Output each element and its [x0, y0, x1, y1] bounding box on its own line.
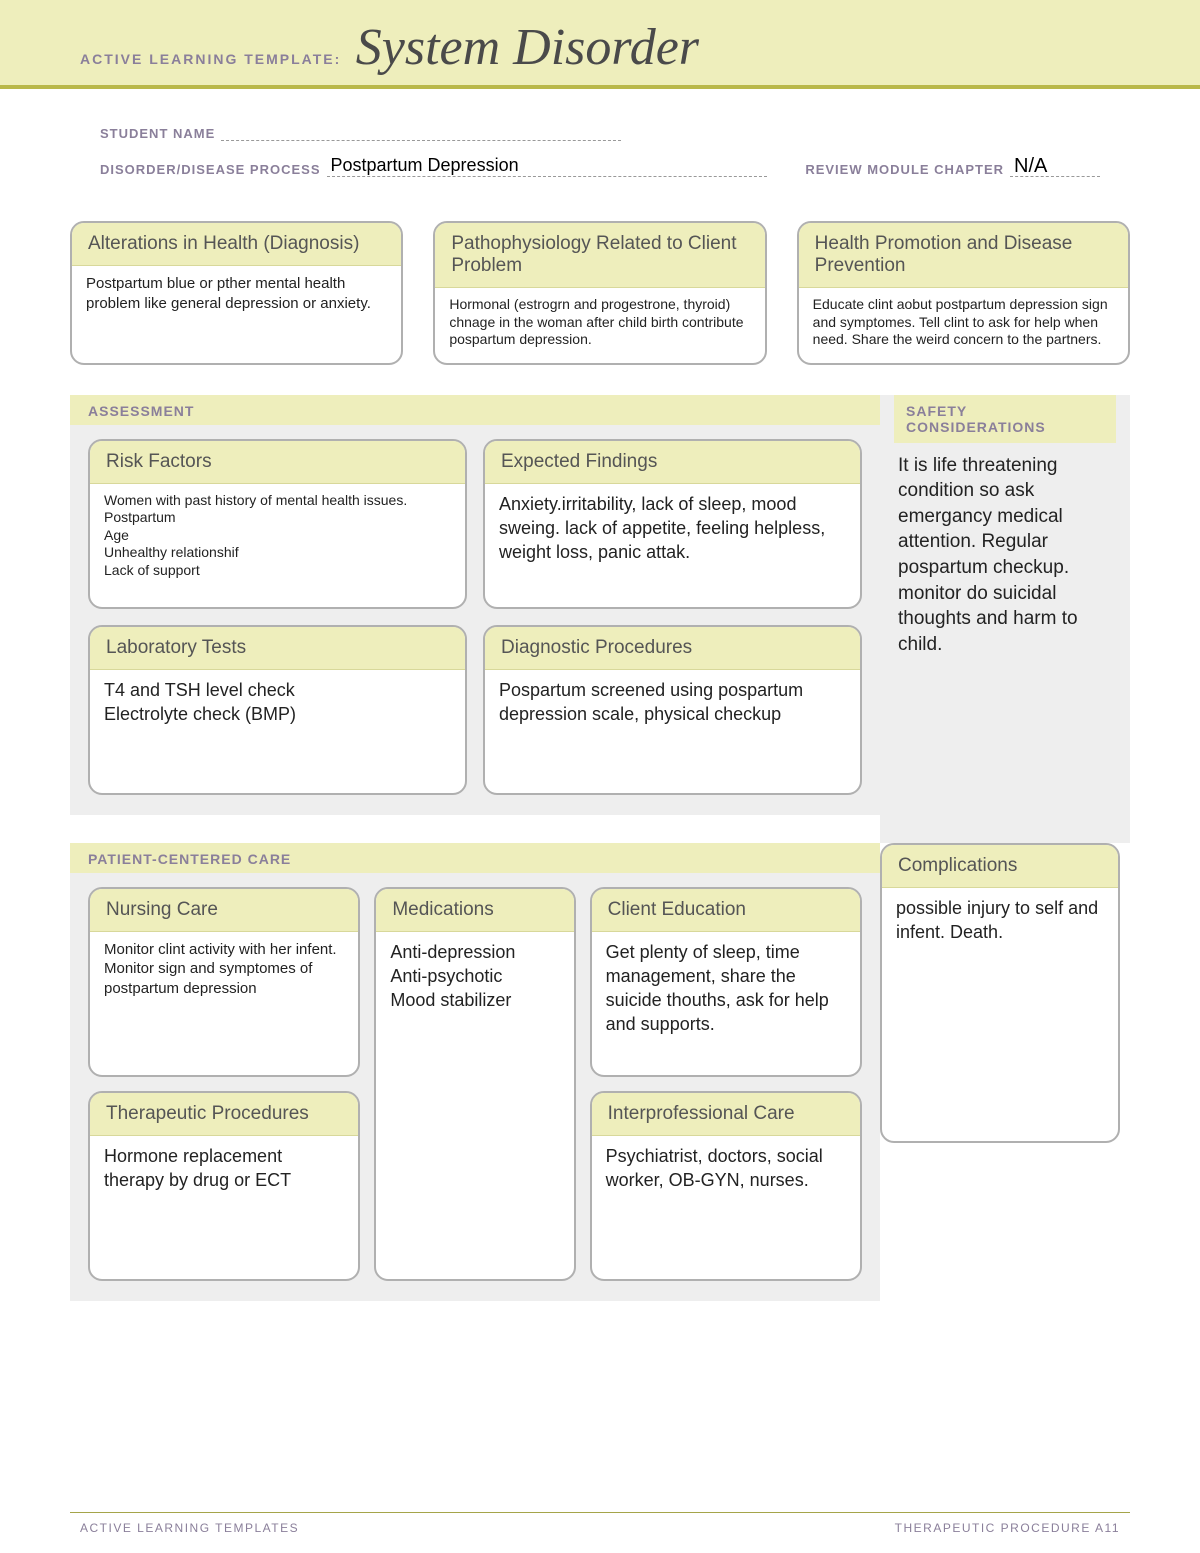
findings-card: Expected Findings Anxiety.irritability, …	[483, 439, 862, 609]
top-row: Alterations in Health (Diagnosis) Postpa…	[70, 221, 1130, 365]
complications-body: possible injury to self and infent. Deat…	[882, 888, 1118, 959]
disorder-value[interactable]: Postpartum Depression	[327, 155, 767, 177]
interprof-body: Psychiatrist, doctors, social worker, OB…	[592, 1136, 860, 1207]
meds-title: Medications	[376, 889, 573, 932]
pcc-section: PATIENT-CENTERED CARE Nursing Care Monit…	[70, 843, 880, 1301]
assessment-section: ASSESSMENT Risk Factors Women with past …	[70, 395, 880, 815]
meds-body: Anti-depression Anti-psychotic Mood stab…	[376, 932, 573, 1027]
labs-title: Laboratory Tests	[90, 627, 465, 670]
education-card: Client Education Get plenty of sleep, ti…	[590, 887, 862, 1077]
risk-title: Risk Factors	[90, 441, 465, 484]
labs-body: T4 and TSH level check Electrolyte check…	[90, 670, 465, 741]
alterations-title: Alterations in Health (Diagnosis)	[72, 223, 401, 266]
pcc-row: PATIENT-CENTERED CARE Nursing Care Monit…	[70, 843, 1130, 1329]
banner: ACTIVE LEARNING TEMPLATE: System Disorde…	[0, 0, 1200, 89]
safety-body: It is life threatening condition so ask …	[894, 443, 1116, 668]
banner-label: ACTIVE LEARNING TEMPLATE:	[80, 51, 341, 67]
complications-title: Complications	[882, 845, 1118, 888]
footer-left: ACTIVE LEARNING TEMPLATES	[80, 1521, 299, 1535]
assessment-label: ASSESSMENT	[88, 403, 862, 419]
patho-body: Hormonal (estrogrn and progestrone, thyr…	[435, 288, 764, 363]
interprof-card: Interprofessional Care Psychiatrist, doc…	[590, 1091, 862, 1281]
risk-body: Women with past history of mental health…	[90, 484, 465, 594]
pcc-label: PATIENT-CENTERED CARE	[88, 851, 862, 867]
diag-body: Pospartum screened using pospartum depre…	[485, 670, 860, 741]
promotion-body: Educate clint aobut postpartum depressio…	[799, 288, 1128, 363]
patho-title: Pathophysiology Related to Client Proble…	[435, 223, 764, 288]
main: Alterations in Health (Diagnosis) Postpa…	[0, 211, 1200, 1329]
nursing-card: Nursing Care Monitor clint activity with…	[88, 887, 360, 1077]
interprof-title: Interprofessional Care	[592, 1093, 860, 1136]
alterations-card: Alterations in Health (Diagnosis) Postpa…	[70, 221, 403, 365]
risk-card: Risk Factors Women with past history of …	[88, 439, 467, 609]
promotion-card: Health Promotion and Disease Prevention …	[797, 221, 1130, 365]
chapter-value[interactable]: N/A	[1010, 155, 1100, 177]
therapeutic-body: Hormone replacement therapy by drug or E…	[90, 1136, 358, 1207]
chapter-label: REVIEW MODULE CHAPTER	[805, 162, 1004, 177]
education-title: Client Education	[592, 889, 860, 932]
footer-rule	[70, 1512, 1130, 1513]
patho-card: Pathophysiology Related to Client Proble…	[433, 221, 766, 365]
findings-body: Anxiety.irritability, lack of sleep, moo…	[485, 484, 860, 579]
diag-card: Diagnostic Procedures Pospartum screened…	[483, 625, 862, 795]
promotion-title: Health Promotion and Disease Prevention	[799, 223, 1128, 288]
header-fields: STUDENT NAME DISORDER/DISEASE PROCESS Po…	[0, 89, 1200, 211]
therapeutic-card: Therapeutic Procedures Hormone replaceme…	[88, 1091, 360, 1281]
education-body: Get plenty of sleep, time management, sh…	[592, 932, 860, 1051]
diag-title: Diagnostic Procedures	[485, 627, 860, 670]
assessment-safety-row: ASSESSMENT Risk Factors Women with past …	[70, 395, 1130, 843]
nursing-title: Nursing Care	[90, 889, 358, 932]
disorder-label: DISORDER/DISEASE PROCESS	[100, 162, 321, 177]
labs-card: Laboratory Tests T4 and TSH level check …	[88, 625, 467, 795]
alterations-body: Postpartum blue or pther mental health p…	[72, 266, 401, 327]
safety-title: SAFETY CONSIDERATIONS	[894, 395, 1116, 443]
meds-card: Medications Anti-depression Anti-psychot…	[374, 887, 575, 1281]
safety-column: SAFETY CONSIDERATIONS It is life threate…	[880, 395, 1130, 843]
student-name-value[interactable]	[221, 119, 621, 141]
student-name-label: STUDENT NAME	[100, 126, 215, 141]
complications-card: Complications possible injury to self an…	[880, 843, 1120, 1143]
footer-right: THERAPEUTIC PROCEDURE A11	[895, 1521, 1120, 1535]
nursing-body: Monitor clint activity with her infent. …	[90, 932, 358, 1013]
findings-title: Expected Findings	[485, 441, 860, 484]
footer: ACTIVE LEARNING TEMPLATES THERAPEUTIC PR…	[0, 1521, 1200, 1535]
banner-title: System Disorder	[356, 19, 699, 76]
page: ACTIVE LEARNING TEMPLATE: System Disorde…	[0, 0, 1200, 1553]
therapeutic-title: Therapeutic Procedures	[90, 1093, 358, 1136]
complications-column: Complications possible injury to self an…	[880, 843, 1130, 1329]
